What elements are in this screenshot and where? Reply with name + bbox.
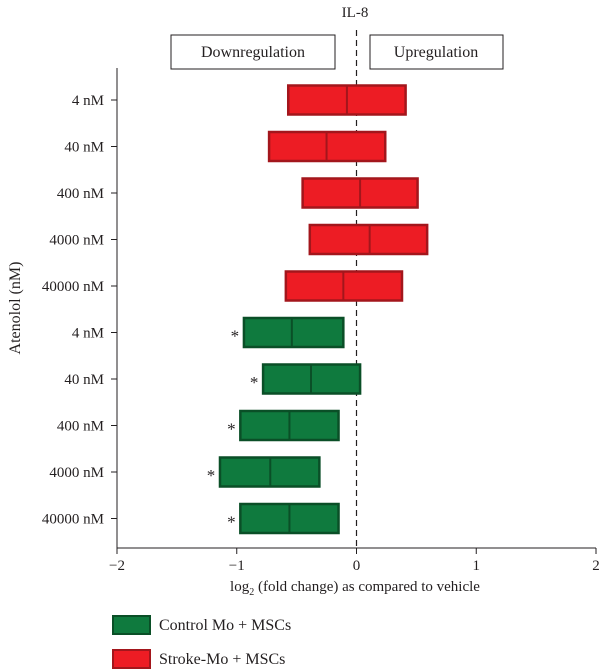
y-tick-label: 400 nM <box>57 419 104 435</box>
y-tick-label: 4 nM <box>72 93 104 109</box>
x-tick-label: 1 <box>473 558 481 574</box>
downregulation-label: Downregulation <box>201 44 305 61</box>
x-axis-label-subscript: 2 <box>249 587 254 598</box>
bars: * * * * * <box>207 84 429 535</box>
upregulation-box <box>369 34 504 70</box>
y-tick-label: 4000 nM <box>49 465 104 481</box>
x-tick-label: 2 <box>592 558 600 574</box>
legend-label-control: Control Mo + MSCs <box>159 617 291 634</box>
y-tick-label: 4 nM <box>72 326 104 342</box>
bar-control-mo <box>242 316 345 349</box>
legend-label-stroke: Stroke-Mo + MSCs <box>159 651 285 668</box>
region-labels: Downregulation Upregulation <box>170 34 504 70</box>
x-tick-label: −1 <box>229 558 245 574</box>
y-tick-label: 4000 nM <box>49 233 104 249</box>
y-tick-label: 40 nM <box>64 140 104 156</box>
y-tick-label: 40000 nM <box>42 512 104 528</box>
x-axis-label: log2 (fold change) as compared to vehicl… <box>230 579 480 598</box>
y-ticks: 4 nM 40 nM 400 nM 4000 nM 40000 nM 4 nM 40 nM 4… <box>42 93 117 528</box>
upregulation-label: Upregulation <box>394 44 478 61</box>
y-tick-label: 400 nM <box>57 186 104 202</box>
x-tick-label: 0 <box>353 558 361 574</box>
downregulation-box <box>170 34 336 70</box>
x-ticks: −2 −1 0 1 2 <box>109 548 600 574</box>
significance-marker: * <box>207 466 216 485</box>
chart-title: IL-8 <box>342 5 369 21</box>
significance-marker: * <box>231 327 240 346</box>
bar-stroke-mo <box>308 223 429 256</box>
x-tick-label: −2 <box>109 558 125 574</box>
y-tick-label: 40 nM <box>64 372 104 388</box>
significance-marker: * <box>227 420 236 439</box>
significance-marker: * <box>250 373 259 392</box>
y-tick-label: 40000 nM <box>42 279 104 295</box>
legend: Control Mo + MSCs Stroke-Mo + MSCs <box>112 615 291 669</box>
x-axis-label-prefix: log <box>230 579 250 595</box>
legend-swatch-stroke <box>112 649 151 669</box>
x-axis-label-suffix: (fold change) as compared to vehicle <box>254 579 480 595</box>
significance-marker: * <box>227 513 236 532</box>
legend-swatch-control <box>112 615 151 635</box>
y-axis-label: Atenolol (nM) <box>7 262 24 355</box>
